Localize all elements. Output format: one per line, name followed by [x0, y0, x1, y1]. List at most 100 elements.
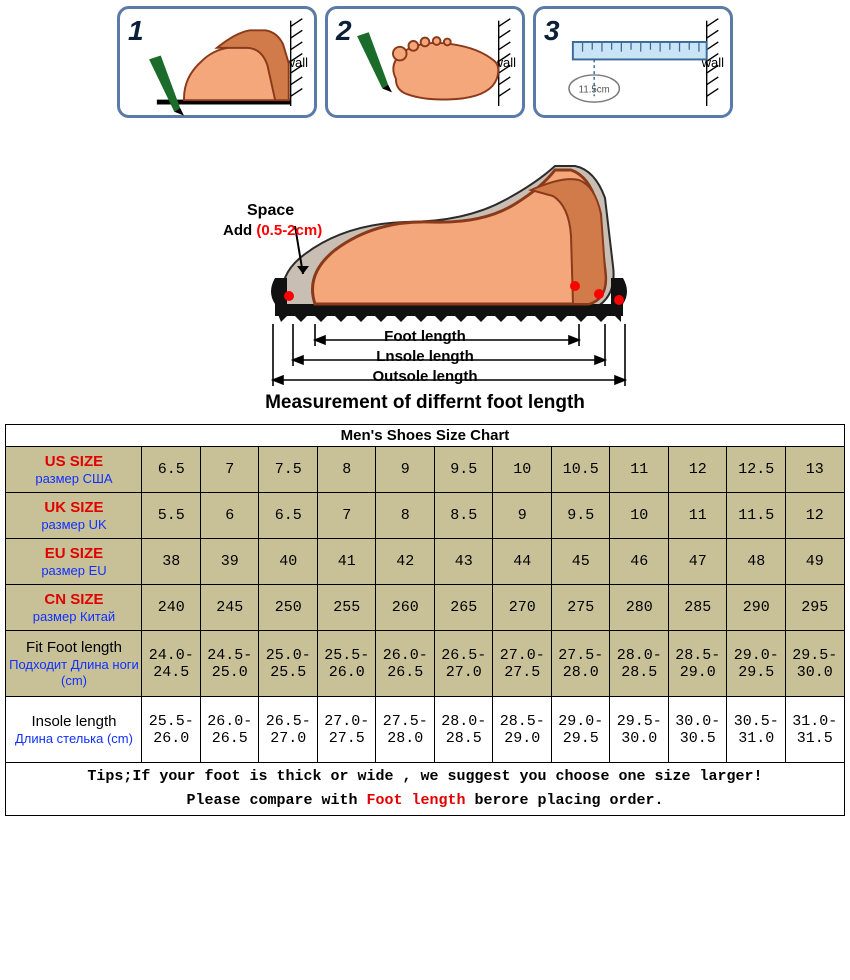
row-header: Insole lengthДлина стелька (cm): [6, 697, 142, 763]
data-cell: 40: [259, 539, 318, 585]
data-cell: 26.5- 27.0: [259, 697, 318, 763]
insole-length-label: Lnsole length: [175, 348, 675, 365]
data-cell: 48: [727, 539, 786, 585]
data-cell: 46: [610, 539, 669, 585]
data-cell: 12: [785, 493, 844, 539]
step-2-card: 2 wall: [325, 6, 525, 118]
table-row: US SIZEразмер США6.577.5899.51010.511121…: [6, 447, 844, 493]
row-header: EU SIZEразмер EU: [6, 539, 142, 585]
data-cell: 11: [668, 493, 727, 539]
row-header: US SIZEразмер США: [6, 447, 142, 493]
data-cell: 265: [434, 585, 493, 631]
foot-length-label: Foot length: [175, 328, 675, 345]
space-add-label: Add (0.5-2cm): [223, 222, 322, 239]
step-3-measure: 11.5cm: [579, 84, 610, 95]
data-cell: 6.5: [259, 493, 318, 539]
data-cell: 9: [493, 493, 552, 539]
data-cell: 25.5- 26.0: [142, 697, 201, 763]
data-cell: 280: [610, 585, 669, 631]
data-cell: 27.5- 28.0: [376, 697, 435, 763]
step-3-card: 3 wall: [533, 6, 733, 118]
data-cell: 295: [785, 585, 844, 631]
data-cell: 9.5: [434, 447, 493, 493]
size-chart-table: Men's Shoes Size Chart US SIZEразмер США…: [5, 424, 844, 816]
foot-diagram-svg: [175, 126, 675, 386]
data-cell: 30.5- 31.0: [727, 697, 786, 763]
data-cell: 38: [142, 539, 201, 585]
data-cell: 250: [259, 585, 318, 631]
data-cell: 10: [493, 447, 552, 493]
data-cell: 28.0- 28.5: [434, 697, 493, 763]
data-cell: 39: [200, 539, 259, 585]
data-cell: 29.5- 30.0: [610, 697, 669, 763]
data-cell: 41: [317, 539, 376, 585]
data-cell: 29.0- 29.5: [727, 631, 786, 697]
data-cell: 11: [610, 447, 669, 493]
data-cell: 7.5: [259, 447, 318, 493]
data-cell: 45: [551, 539, 610, 585]
step-2-illustration: [328, 9, 522, 118]
data-cell: 26.5- 27.0: [434, 631, 493, 697]
data-cell: 10.5: [551, 447, 610, 493]
tips-cell: Tips;If your foot is thick or wide , we …: [6, 763, 844, 816]
table-row: CN SIZEразмер Китай240245250255260265270…: [6, 585, 844, 631]
outsole-length-label: Outsole length: [175, 368, 675, 385]
foot-diagram: Space Add (0.5-2cm): [175, 126, 675, 386]
data-cell: 28.0- 28.5: [610, 631, 669, 697]
data-cell: 30.0- 30.5: [668, 697, 727, 763]
table-row: Fit Foot lengthПодходит Длина ноги (cm)2…: [6, 631, 844, 697]
data-cell: 27.0- 27.5: [493, 631, 552, 697]
data-cell: 49: [785, 539, 844, 585]
space-range: (0.5-2cm): [256, 222, 322, 239]
measurement-guide: 1 wall: [0, 0, 850, 414]
data-cell: 12: [668, 447, 727, 493]
data-cell: 270: [493, 585, 552, 631]
data-cell: 28.5- 29.0: [493, 697, 552, 763]
data-cell: 10: [610, 493, 669, 539]
data-cell: 29.5- 30.0: [785, 631, 844, 697]
data-cell: 11.5: [727, 493, 786, 539]
data-cell: 27.5- 28.0: [551, 631, 610, 697]
row-header: CN SIZEразмер Китай: [6, 585, 142, 631]
data-cell: 7: [317, 493, 376, 539]
data-cell: 255: [317, 585, 376, 631]
data-cell: 9: [376, 447, 435, 493]
data-cell: 29.0- 29.5: [551, 697, 610, 763]
table-row: Insole lengthДлина стелька (cm)25.5- 26.…: [6, 697, 844, 763]
data-cell: 25.5- 26.0: [317, 631, 376, 697]
data-cell: 8.5: [434, 493, 493, 539]
data-cell: 275: [551, 585, 610, 631]
data-cell: 5.5: [142, 493, 201, 539]
data-cell: 6.5: [142, 447, 201, 493]
data-cell: 12.5: [727, 447, 786, 493]
data-cell: 240: [142, 585, 201, 631]
tips-foot-length: Foot length: [366, 792, 465, 809]
data-cell: 260: [376, 585, 435, 631]
row-header: UK SIZEразмер UK: [6, 493, 142, 539]
data-cell: 7: [200, 447, 259, 493]
step-3-illustration: 11.5cm: [536, 9, 730, 118]
chart-title: Men's Shoes Size Chart: [6, 425, 844, 447]
data-cell: 44: [493, 539, 552, 585]
data-cell: 245: [200, 585, 259, 631]
row-header: Fit Foot lengthПодходит Длина ноги (cm): [6, 631, 142, 697]
data-cell: 13: [785, 447, 844, 493]
step-1-illustration: [120, 9, 314, 118]
data-cell: 8: [317, 447, 376, 493]
steps-row: 1 wall: [0, 6, 850, 118]
data-cell: 26.0- 26.5: [376, 631, 435, 697]
data-cell: 42: [376, 539, 435, 585]
data-cell: 6: [200, 493, 259, 539]
data-cell: 24.0- 24.5: [142, 631, 201, 697]
data-cell: 31.0- 31.5: [785, 697, 844, 763]
data-cell: 290: [727, 585, 786, 631]
data-cell: 24.5- 25.0: [200, 631, 259, 697]
diagram-caption: Measurement of differnt foot length: [0, 392, 850, 414]
table-row: EU SIZEразмер EU383940414243444546474849: [6, 539, 844, 585]
data-cell: 43: [434, 539, 493, 585]
data-cell: 9.5: [551, 493, 610, 539]
space-label: Space: [247, 202, 294, 220]
data-cell: 25.0- 25.5: [259, 631, 318, 697]
data-cell: 8: [376, 493, 435, 539]
tips-line1: Tips;If your foot is thick or wide , we …: [6, 765, 843, 789]
